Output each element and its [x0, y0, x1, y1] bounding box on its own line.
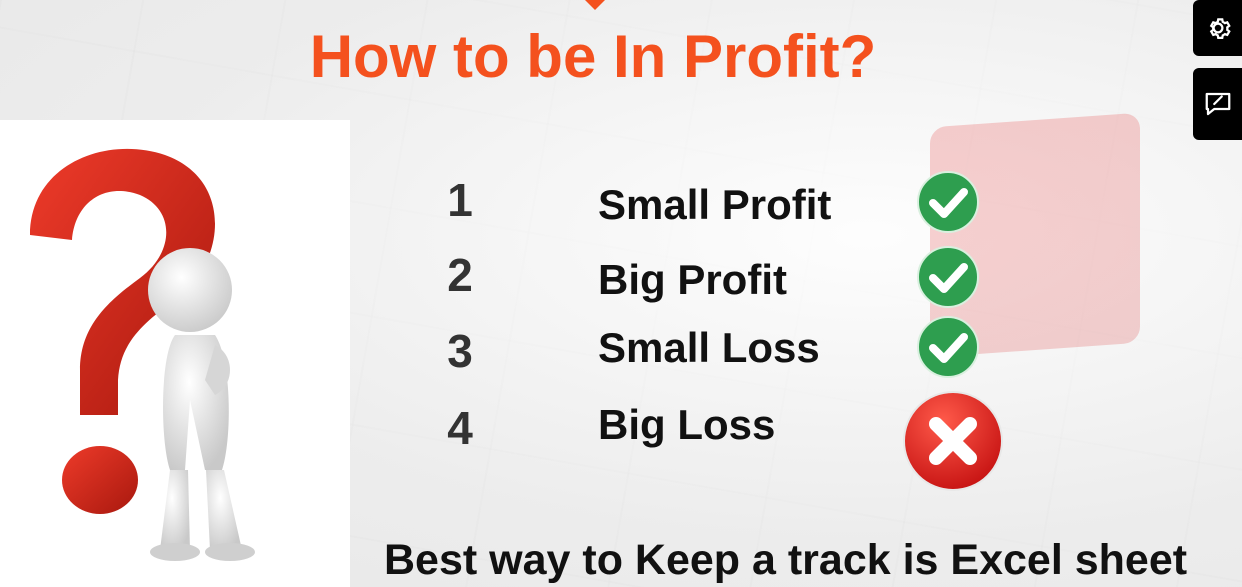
settings-button[interactable]: [1193, 0, 1242, 56]
slide-pointer-marker: [585, 0, 605, 10]
question-mark-icon: [30, 148, 215, 514]
item-number: 3: [447, 325, 473, 377]
item-label: Small Profit: [598, 181, 832, 228]
item-label: Big Profit: [598, 256, 787, 303]
check-icon: [917, 171, 979, 233]
feedback-icon: [1205, 92, 1230, 116]
footer-caption: Best way to Keep a track is Excel sheet: [384, 536, 1188, 584]
item-number: 1: [447, 174, 473, 226]
item-number: 2: [447, 249, 473, 301]
list-item: 3 Small Loss: [0, 315, 1100, 385]
check-icon: [917, 246, 979, 308]
list-item: 1 Small Profit: [0, 170, 1100, 240]
list-item: 4 Big Loss: [0, 390, 1100, 491]
item-number: 4: [447, 402, 473, 454]
cross-icon: [903, 391, 1003, 491]
thinking-figure-illustration: [30, 148, 255, 561]
item-label: Small Loss: [598, 324, 820, 371]
feedback-button[interactable]: [1193, 68, 1242, 140]
person-figure: [148, 248, 255, 561]
slide-title: How to be In Profit?: [309, 23, 877, 90]
gear-icon: [1209, 18, 1231, 39]
list-item: 2 Big Profit: [0, 245, 1100, 315]
item-label: Big Loss: [598, 401, 776, 448]
check-icon: [917, 316, 979, 378]
